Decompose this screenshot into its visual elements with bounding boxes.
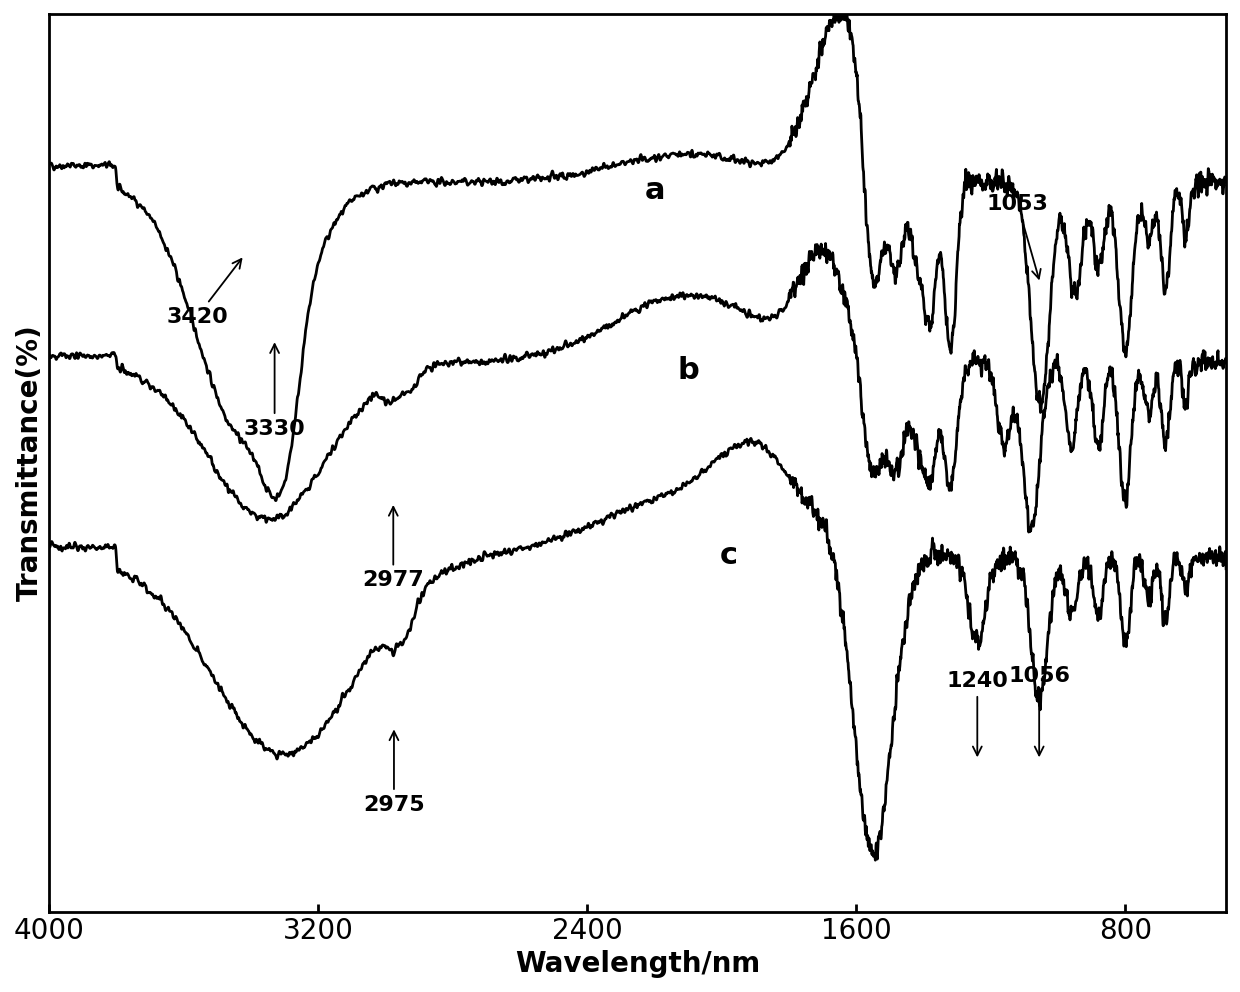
- Text: 3420: 3420: [166, 259, 242, 326]
- Text: 1056: 1056: [1008, 666, 1070, 755]
- Text: 2977: 2977: [362, 507, 424, 590]
- X-axis label: Wavelength/nm: Wavelength/nm: [515, 950, 760, 978]
- Text: c: c: [719, 541, 738, 569]
- Text: 1240: 1240: [946, 672, 1008, 755]
- Text: b: b: [677, 355, 699, 385]
- Text: 1053: 1053: [987, 194, 1049, 279]
- Text: a: a: [645, 176, 665, 205]
- Y-axis label: Transmittance(%): Transmittance(%): [16, 324, 43, 601]
- Text: 2975: 2975: [363, 731, 425, 814]
- Text: 3330: 3330: [244, 344, 305, 438]
